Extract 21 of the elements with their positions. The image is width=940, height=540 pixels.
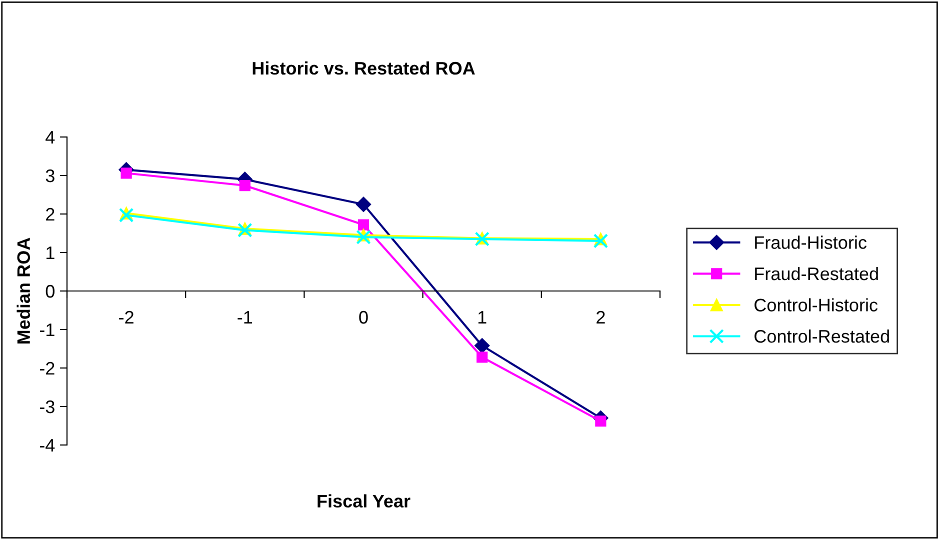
y-tick-label: -3 (40, 400, 54, 414)
chart-title: Historic vs. Restated ROA (252, 61, 475, 75)
x-tick-label: 2 (596, 310, 605, 324)
legend-label: Fraud-Restated (755, 266, 878, 280)
y-tick-label: -2 (40, 362, 54, 375)
x-tick-label: -1 (238, 311, 252, 324)
y-tick-label: -1 (40, 324, 54, 336)
y-tick-label: 0 (46, 284, 54, 298)
legend-label: Fraud-Historic (755, 236, 867, 249)
legend-label: Control-Restated (754, 330, 889, 343)
y-tick-label: -4 (40, 439, 55, 452)
y-tick-label: 4 (46, 131, 55, 144)
x-tick-label: -2 (119, 310, 134, 324)
x-tick-label: 1 (478, 311, 486, 324)
legend-label: Control-Historic (754, 298, 878, 312)
y-tick-label: 1 (46, 246, 54, 260)
x-tick-label: 0 (359, 310, 368, 324)
y-tick-label: 3 (46, 169, 54, 182)
y-tick-label: 2 (46, 208, 54, 221)
y-axis-title: Median ROA (16, 238, 30, 344)
x-axis-title: Fiscal Year (318, 494, 410, 508)
